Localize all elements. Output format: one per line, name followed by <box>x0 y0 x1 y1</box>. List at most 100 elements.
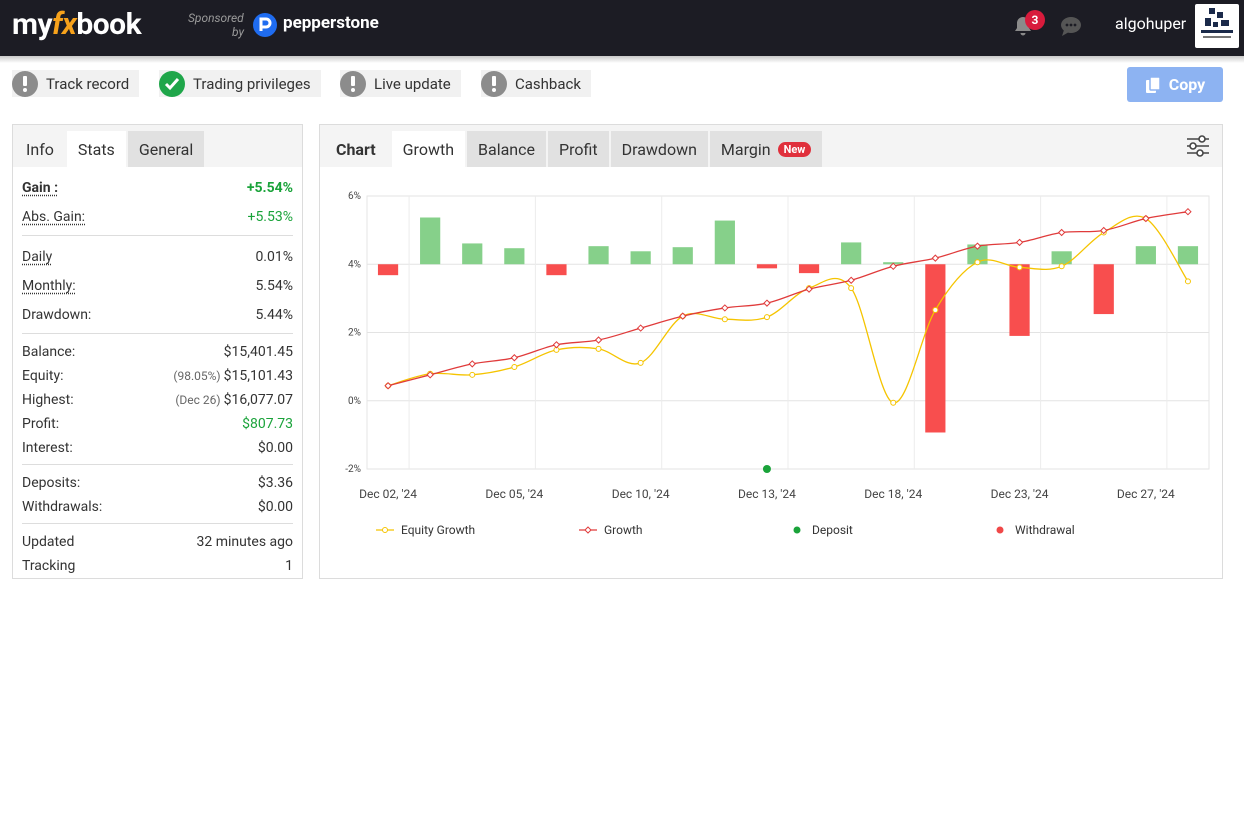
bar <box>504 248 525 265</box>
circle-marker <box>721 316 728 323</box>
stat-value-wrap: (Dec 26) $16,077.07 <box>175 392 293 408</box>
diamond-marker <box>1057 228 1066 237</box>
y-tick-label: 6% <box>348 191 361 202</box>
stats-row: Daily 0.01% <box>22 242 293 271</box>
stat-label: Monthly: <box>22 277 76 294</box>
status-icon <box>340 70 366 97</box>
stats-row: Withdrawals: $0.00 <box>22 495 293 519</box>
tab[interactable]: Growth <box>391 131 466 167</box>
tab-label: Balance <box>478 139 535 159</box>
bar <box>925 264 946 433</box>
stat-value-wrap: +5.54% <box>247 180 293 196</box>
stat-label: Updated <box>22 534 75 550</box>
status-item[interactable]: Trading privileges <box>159 70 321 97</box>
tab[interactable]: Info <box>26 139 54 159</box>
stat-label: Deposits: <box>22 475 81 491</box>
status-item[interactable]: Live update <box>340 70 461 97</box>
copy-button[interactable]: Copy <box>1127 67 1223 102</box>
stats-row: Interest: $0.00 <box>22 436 293 460</box>
stat-label: Interest: <box>22 440 73 456</box>
stats-row: Deposits: $3.36 <box>22 471 293 495</box>
diamond-marker <box>931 254 940 262</box>
avatar[interactable] <box>1195 4 1239 48</box>
chart: -2% 0% 2% 4% 6% Dec 02, '24 Dec 05, '24 Dec 10,… <box>345 191 1210 537</box>
chart-panel-title: Chart <box>336 139 376 159</box>
stats-group: Gain : +5.54% Abs. Gain: +5.53% <box>22 167 293 236</box>
sponsor-name[interactable]: pepperstone <box>283 13 379 33</box>
sponsored-label: Sponsored <box>188 11 244 25</box>
bar <box>546 264 567 276</box>
bar <box>1135 246 1156 265</box>
sponsor-icon <box>253 13 277 37</box>
circle-marker <box>932 306 939 313</box>
diamond-marker <box>594 336 603 344</box>
stat-value: $807.73 <box>242 416 293 432</box>
stat-value: $3.36 <box>257 475 293 491</box>
stat-value: 5.54% <box>255 277 293 294</box>
tab[interactable]: Balance <box>467 131 546 167</box>
stat-label: Highest: <box>22 392 74 408</box>
status-item[interactable]: Cashback <box>481 70 591 97</box>
stats-group: Deposits: $3.36 Withdrawals: $0.00 <box>22 465 293 524</box>
diamond-marker <box>1142 214 1150 223</box>
dot-marker <box>762 465 771 473</box>
circle-marker <box>595 345 602 352</box>
legend-dot <box>996 526 1004 534</box>
chart-tabs: Chart Growth Balance Profit Drawdown Margin Ne… <box>320 125 1222 167</box>
sponsored-by: by <box>232 25 244 39</box>
stats-group: Balance: $15,401.45 Equity: (98.05%) $15,101… <box>22 334 293 465</box>
stats-row: Gain : +5.54% <box>22 173 293 202</box>
stats-row: Highest: (Dec 26) $16,077.07 <box>22 388 293 412</box>
legend-marker <box>584 526 592 534</box>
diamond-marker <box>973 242 982 250</box>
username[interactable]: algohuper <box>1115 14 1187 33</box>
stat-label: Tracking <box>22 558 76 574</box>
diamond-marker <box>552 341 561 349</box>
status-label: Cashback <box>515 74 581 93</box>
stat-label: Gain : <box>22 179 59 196</box>
tab-label: Margin <box>720 139 771 159</box>
exclaim <box>351 75 355 92</box>
logo-part: fx <box>52 7 77 42</box>
diamond-marker <box>426 371 434 379</box>
tab[interactable]: Margin New <box>709 131 823 167</box>
status-label: Trading privileges <box>193 74 311 93</box>
x-tick-label: Dec 27, '24 <box>1117 487 1175 501</box>
stat-value: +5.54% <box>246 179 293 196</box>
tab[interactable]: General <box>127 131 205 167</box>
stats-row: Monthly: 5.54% <box>22 271 293 300</box>
bar <box>756 264 778 269</box>
stat-value-wrap: $807.73 <box>242 416 293 432</box>
stat-note: (98.05%) <box>173 369 221 383</box>
legend-label: Withdrawal <box>1015 523 1075 537</box>
circle-marker <box>890 399 897 406</box>
logo-part: book <box>76 7 142 42</box>
y-tick-label: 0% <box>348 396 361 407</box>
stats-group: Updated 32 minutes ago Tracking 1 <box>22 524 293 582</box>
diamond-marker <box>384 382 392 390</box>
logo[interactable]: myfxbook <box>12 7 142 42</box>
circle-marker <box>1184 278 1191 285</box>
exclaim <box>23 75 27 92</box>
x-tick-label: Dec 13, '24 <box>738 487 796 501</box>
tab[interactable]: Profit <box>547 131 609 167</box>
chart-settings-icon[interactable] <box>1185 133 1211 159</box>
legend-marker <box>382 527 388 533</box>
diamond-marker <box>805 285 813 293</box>
tab[interactable]: Drawdown <box>610 131 708 167</box>
chat-icon[interactable] <box>1059 14 1083 38</box>
status-item[interactable]: Track record <box>12 70 140 97</box>
tab-label: Growth <box>402 139 455 159</box>
tab[interactable]: Stats <box>66 131 126 167</box>
circle-marker <box>763 314 770 321</box>
x-tick-label: Dec 02, '24 <box>359 487 417 501</box>
circle-marker <box>637 359 644 366</box>
bar <box>630 251 651 265</box>
stats-row: Profit: $807.73 <box>22 412 293 436</box>
stats-row: Equity: (98.05%) $15,101.43 <box>22 364 293 388</box>
stat-value: 5.44% <box>255 306 293 323</box>
circle-marker <box>469 371 476 378</box>
check <box>164 77 180 90</box>
y-tick-label: 2% <box>348 328 361 339</box>
stat-value-wrap: $3.36 <box>258 475 293 491</box>
